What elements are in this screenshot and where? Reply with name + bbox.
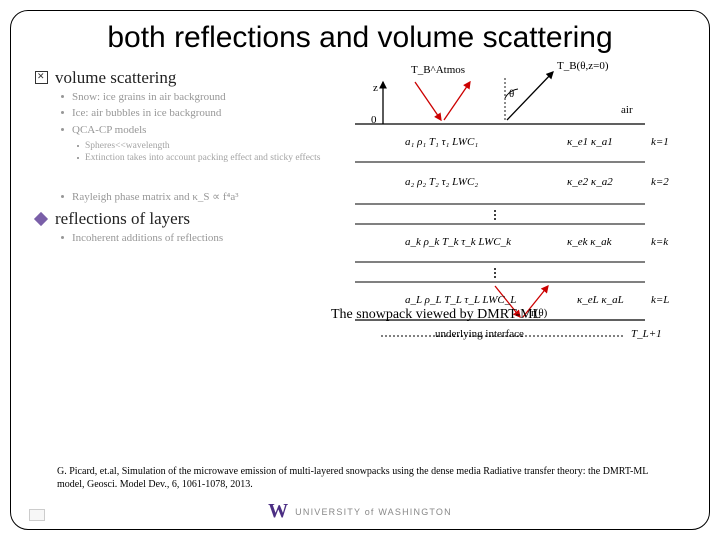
air-label: air: [621, 104, 633, 116]
layer-k: k=k: [651, 236, 668, 248]
slide-title: both reflections and volume scattering: [35, 21, 685, 56]
footer: W UNIVERSITY of WASHINGTON: [11, 500, 709, 523]
bullet-icon: [61, 236, 64, 239]
list-item: Incoherent additions of reflections: [61, 232, 337, 246]
left-column: volume scattering Snow: ice grains in ai…: [35, 68, 337, 249]
item-text: QCA-CP models: [72, 124, 146, 138]
layer-kappa: κ_ek κ_ak: [567, 236, 611, 248]
spacer: [35, 165, 337, 191]
item-text: Spheres<<wavelength: [85, 141, 170, 151]
section-2-header: reflections of layers: [35, 209, 337, 229]
sub-sub-item: Spheres<<wavelength: [77, 141, 337, 151]
bullet-icon: [61, 128, 64, 131]
tl1-label: T_L+1: [631, 328, 662, 340]
item-text: Incoherent additions of reflections: [72, 232, 223, 246]
bullet-icon: [61, 111, 64, 114]
content-row: volume scattering Snow: ice grains in ai…: [35, 68, 685, 249]
layer-params: a_k ρ_k T_k τ_k LWC_k: [405, 236, 511, 248]
layer-k: k=L: [651, 294, 669, 306]
z-axis-label: z: [373, 82, 378, 94]
layer-k: k=1: [651, 136, 669, 148]
prefix-text: Rayleigh phase matrix and: [72, 191, 192, 203]
layer-params: a₂ ρ₂ T₂ τ₂ LWC₂: [405, 176, 478, 188]
uw-logo-icon: W: [268, 500, 288, 523]
tiny-bullet-icon: [77, 145, 79, 147]
list-item: Snow: ice grains in air background: [61, 91, 337, 105]
tiny-bullet-icon: [77, 157, 79, 159]
ballot-box-icon: [35, 71, 48, 84]
slide-frame: both reflections and volume scattering v…: [10, 10, 710, 530]
item-text: Extinction takes into account packing ef…: [85, 153, 320, 163]
tb-atmos-label: T_B^Atmos: [411, 64, 465, 76]
section-2-title: reflections of layers: [55, 209, 190, 229]
section-1-title: volume scattering: [55, 68, 176, 88]
bullet-icon: [61, 195, 64, 198]
zero-label: 0: [371, 114, 377, 126]
diagram-caption: The snowpack viewed by DMRT-ML: [331, 307, 681, 323]
layer-kappa: κ_eL κ_aL: [577, 294, 624, 306]
item-text: Rayleigh phase matrix and κ_S ∝ f⁴a³: [72, 191, 239, 205]
section-1-header: volume scattering: [35, 68, 337, 88]
citation-text: G. Picard, et.al, Simulation of the micr…: [57, 466, 663, 491]
section-1-list: Snow: ice grains in air background Ice: …: [61, 91, 337, 138]
item-text: Ice: air bubbles in ice background: [72, 107, 221, 121]
formula-text: κ_S ∝ f⁴a³: [192, 191, 238, 203]
section-1-list-tail: Rayleigh phase matrix and κ_S ∝ f⁴a³: [61, 191, 337, 205]
underlying-label: underlying interface: [435, 328, 524, 340]
section-2-list: Incoherent additions of reflections: [61, 232, 337, 246]
list-item: QCA-CP models: [61, 124, 337, 138]
item-text: Snow: ice grains in air background: [72, 91, 226, 105]
list-item: Ice: air bubbles in ice background: [61, 107, 337, 121]
sub-sub-item: Extinction takes into account packing ef…: [77, 153, 337, 163]
right-column: T_B^Atmos T_B(θ,z=0) θ air z 0 a₁ ρ₁ T₁ …: [345, 68, 685, 249]
theta-label: θ: [509, 88, 514, 100]
layer-kappa: κ_e2 κ_a2: [567, 176, 613, 188]
bullet-icon: [61, 95, 64, 98]
layer-params: a_L ρ_L T_L τ_L LWC_L: [405, 294, 516, 306]
layer-params: a₁ ρ₁ T₁ τ₁ LWC₁: [405, 136, 478, 148]
diamond-icon: [34, 211, 48, 225]
layer-k: k=2: [651, 176, 669, 188]
uw-text: UNIVERSITY of WASHINGTON: [295, 507, 452, 517]
layer-kappa: κ_e1 κ_a1: [567, 136, 613, 148]
tb-theta-label: T_B(θ,z=0): [557, 60, 609, 72]
list-item: Rayleigh phase matrix and κ_S ∝ f⁴a³: [61, 191, 337, 205]
